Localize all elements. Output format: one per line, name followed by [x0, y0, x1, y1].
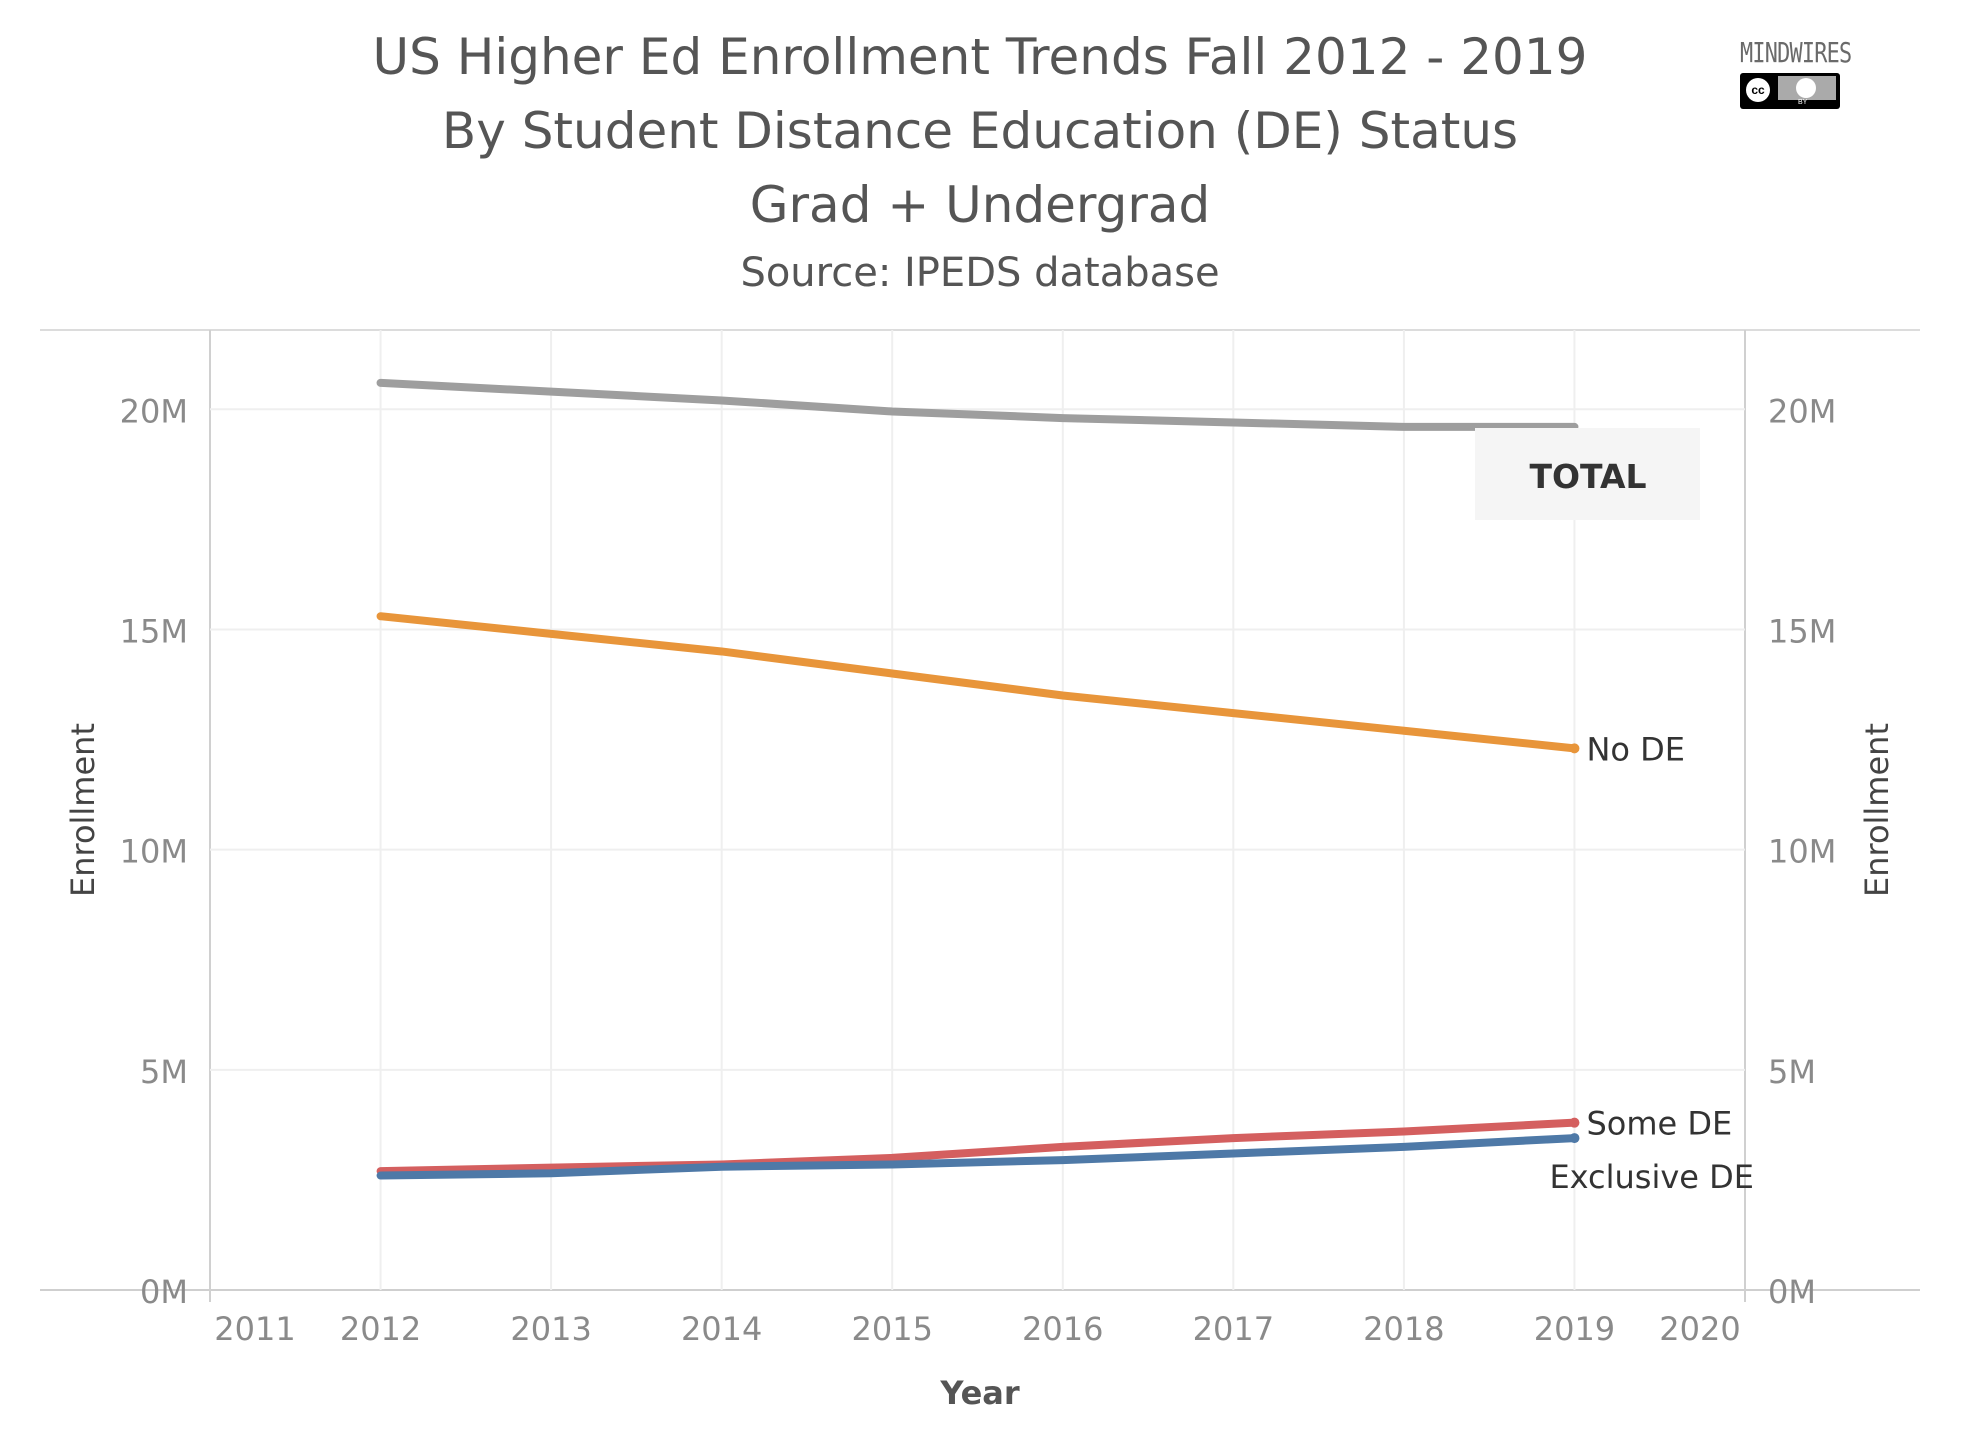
series-end-marker — [1569, 1133, 1580, 1144]
series-end-marker — [1569, 743, 1580, 754]
series-label-no-de: No DE — [1586, 730, 1685, 768]
y-tick-label-right: 0M — [1768, 1273, 1816, 1311]
cc-by-icon: cc BY — [1740, 73, 1840, 109]
y-tick-label-right: 5M — [1768, 1053, 1816, 1091]
chart-source: Source: IPEDS database — [740, 250, 1220, 296]
series-label-some-de: Some DE — [1586, 1105, 1732, 1143]
chart-title: US Higher Ed Enrollment Trends Fall 2012… — [372, 28, 1588, 86]
y-tick-label-left: 5M — [140, 1053, 188, 1091]
series-end-marker — [1569, 1117, 1580, 1128]
x-tick-label: 2019 — [1534, 1310, 1615, 1348]
logo-text: MINDWIRES — [1740, 36, 1852, 69]
y-tick-label-right: 20M — [1768, 392, 1836, 430]
series-line-no-de — [376, 612, 1579, 753]
y-tick-label-right: 15M — [1768, 612, 1836, 650]
y-tick-label-left: 10M — [120, 833, 188, 871]
x-tick-label: 2020 — [1659, 1310, 1740, 1348]
chart-subtitle-2: Grad + Undergrad — [749, 176, 1211, 234]
series-line-some-de — [376, 1118, 1579, 1176]
x-tick-label: 2017 — [1193, 1310, 1274, 1348]
y-axis-title-left: Enrollment — [64, 723, 102, 897]
x-axis-title: Year — [939, 1374, 1020, 1412]
x-tick-label: 2015 — [852, 1310, 933, 1348]
y-axis-title-right: Enrollment — [1858, 723, 1896, 897]
y-tick-label-left: 0M — [140, 1273, 188, 1311]
x-tick-label: 2014 — [681, 1310, 762, 1348]
x-tick-label: 2011 — [214, 1310, 295, 1348]
series-label-total: TOTAL — [1529, 457, 1646, 496]
y-tick-label-left: 15M — [120, 612, 188, 650]
y-tick-label-right: 10M — [1768, 833, 1836, 871]
chart-subtitle: By Student Distance Education (DE) Statu… — [441, 102, 1519, 160]
x-tick-label: 2013 — [510, 1310, 591, 1348]
series-line-total — [376, 378, 1579, 431]
x-tick-label: 2018 — [1363, 1310, 1444, 1348]
series-line-exclusive-de — [376, 1134, 1579, 1180]
x-tick-label: 2012 — [340, 1310, 421, 1348]
total-label-box — [1475, 428, 1700, 520]
mindwires-logo: MINDWIRES cc BY — [1740, 36, 1860, 109]
series-label-exclusive-de: Exclusive DE — [1549, 1158, 1754, 1196]
x-tick-label: 2016 — [1022, 1310, 1103, 1348]
y-tick-label-left: 20M — [120, 392, 188, 430]
